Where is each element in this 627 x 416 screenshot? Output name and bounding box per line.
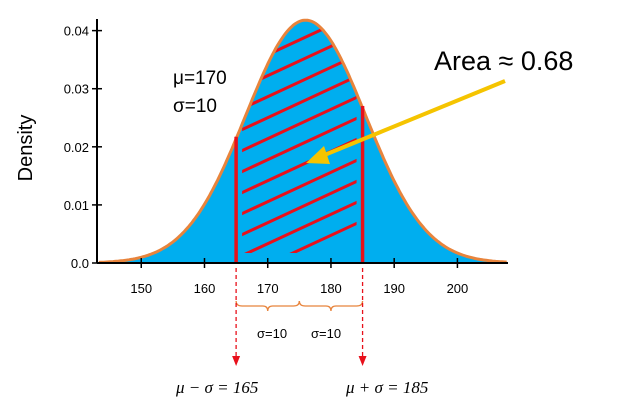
y-tick-label: 0.0 xyxy=(71,256,89,271)
sigma-span-label-left: σ=10 xyxy=(257,326,287,341)
hatch-line xyxy=(242,109,357,181)
lower-bound-label: μ − σ = 165 xyxy=(175,378,258,397)
x-tick-label: 150 xyxy=(130,281,152,296)
mu-label: μ=170 xyxy=(173,68,227,89)
area-label: Area ≈ 0.68 xyxy=(434,46,573,76)
x-tick-label: 200 xyxy=(447,281,469,296)
sigma-brace-left xyxy=(235,300,300,312)
hatch-line xyxy=(242,67,357,139)
hatch-line xyxy=(242,193,357,253)
y-tick-label: 0.01 xyxy=(64,198,89,213)
sigma-span-label-right: σ=10 xyxy=(311,326,341,341)
x-tick-label: 190 xyxy=(383,281,405,296)
lower-bound-arrow-head xyxy=(232,356,241,366)
hatch-line xyxy=(242,172,357,244)
x-tick-label: 180 xyxy=(320,281,342,296)
density-curve xyxy=(98,18,507,264)
sigma-label: σ=10 xyxy=(173,96,217,117)
hatch-line xyxy=(242,214,357,253)
y-tick-label: 0.03 xyxy=(64,82,89,97)
y-tick-label: 0.04 xyxy=(64,24,89,39)
upper-bound-label: μ + σ = 185 xyxy=(345,378,428,397)
area-pointer-arrow xyxy=(321,79,506,158)
sigma-brace-right xyxy=(298,300,364,312)
x-tick-label: 170 xyxy=(257,281,279,296)
upper-bound-arrow-head xyxy=(358,356,367,366)
hatch-line xyxy=(242,151,357,223)
x-tick-label: 160 xyxy=(194,281,216,296)
y-tick-label: 0.02 xyxy=(64,140,89,155)
hatch-line xyxy=(242,88,357,160)
y-axis-title: Density xyxy=(15,115,37,182)
area-pointer-arrowhead xyxy=(306,146,330,164)
